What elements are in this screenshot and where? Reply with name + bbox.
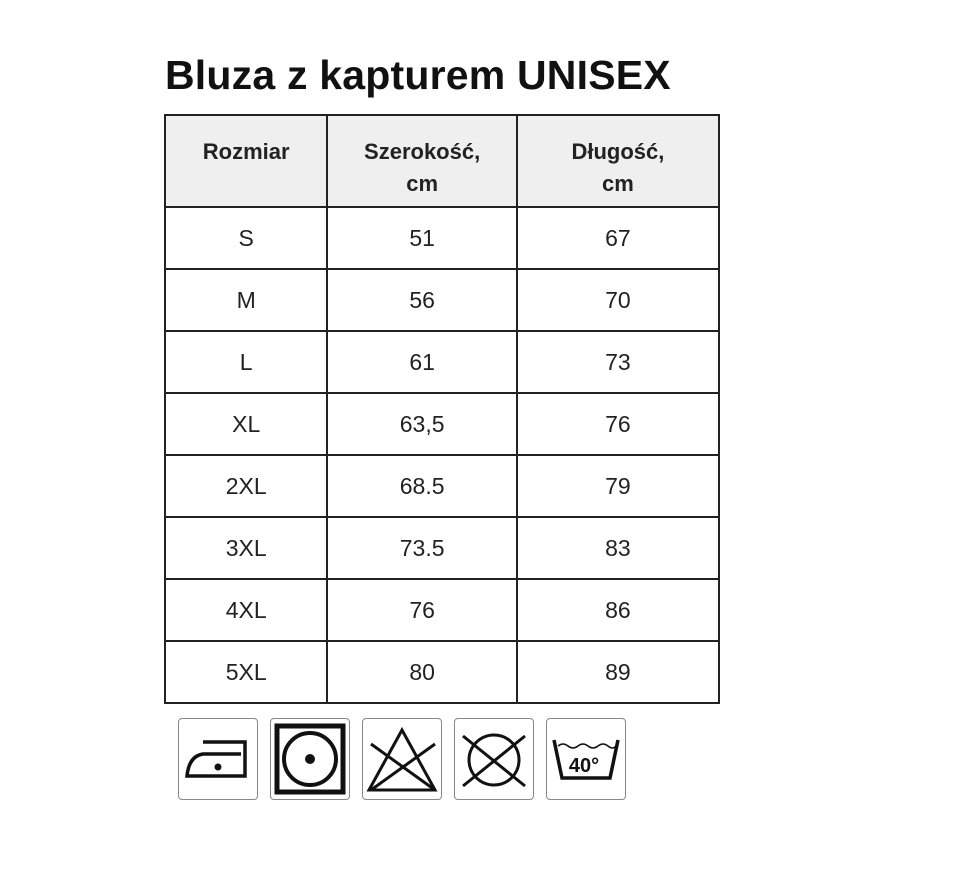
size-cell: 5XL: [163, 640, 329, 704]
table-row: S 51 67: [163, 206, 721, 270]
iron-low-temperature-icon: [178, 718, 258, 800]
do-not-dry-clean-icon: [454, 718, 534, 800]
table-row: 4XL 76 86: [163, 578, 721, 642]
length-cell: 73: [515, 330, 721, 394]
width-cell: 61: [326, 330, 518, 394]
length-cell: 67: [515, 206, 721, 270]
length-cell: 76: [515, 392, 721, 456]
table-row: XL 63,5 76: [163, 392, 721, 456]
header-width: Szerokość, cm: [326, 114, 518, 208]
size-cell: 3XL: [163, 516, 329, 580]
header-unit: cm: [602, 171, 634, 196]
tumble-dry-icon: [270, 718, 350, 800]
table-row: L 61 73: [163, 330, 721, 394]
size-cell: L: [163, 330, 329, 394]
wash-40-icon: 40°: [546, 718, 626, 800]
care-icons: 40°: [178, 718, 626, 800]
header-text: Szerokość,: [364, 139, 481, 164]
table-row: M 56 70: [163, 268, 721, 332]
length-cell: 86: [515, 578, 721, 642]
width-cell: 63,5: [326, 392, 518, 456]
width-cell: 51: [326, 206, 518, 270]
size-cell: 4XL: [163, 578, 329, 642]
length-cell: 70: [515, 268, 721, 332]
width-cell: 80: [326, 640, 518, 704]
width-cell: 68.5: [326, 454, 518, 518]
header-unit: cm: [406, 171, 439, 196]
length-cell: 89: [515, 640, 721, 704]
table-row: 3XL 73.5 83: [163, 516, 721, 580]
size-cell: 2XL: [163, 454, 329, 518]
wash-temperature-label: 40°: [569, 755, 599, 777]
page-title: Bluza z kapturem UNISEX: [165, 52, 671, 98]
size-cell: S: [163, 206, 329, 270]
length-cell: 79: [515, 454, 721, 518]
table-header-row: Rozmiar Szerokość, cm Długość, cm: [163, 114, 721, 208]
table-row: 2XL 68.5 79: [163, 454, 721, 518]
size-cell: XL: [163, 392, 329, 456]
header-text: Rozmiar: [202, 139, 290, 164]
length-cell: 83: [515, 516, 721, 580]
width-cell: 73.5: [326, 516, 518, 580]
table-row: 5XL 80 89: [163, 640, 721, 704]
header-length: Długość, cm: [515, 114, 721, 208]
header-text: Długość,: [571, 139, 665, 164]
size-cell: M: [163, 268, 329, 332]
width-cell: 56: [326, 268, 518, 332]
width-cell: 76: [326, 578, 518, 642]
do-not-bleach-icon: [362, 718, 442, 800]
size-table: Rozmiar Szerokość, cm Długość, cm S 51 67 M 56…: [163, 114, 721, 704]
header-size: Rozmiar: [163, 114, 329, 208]
